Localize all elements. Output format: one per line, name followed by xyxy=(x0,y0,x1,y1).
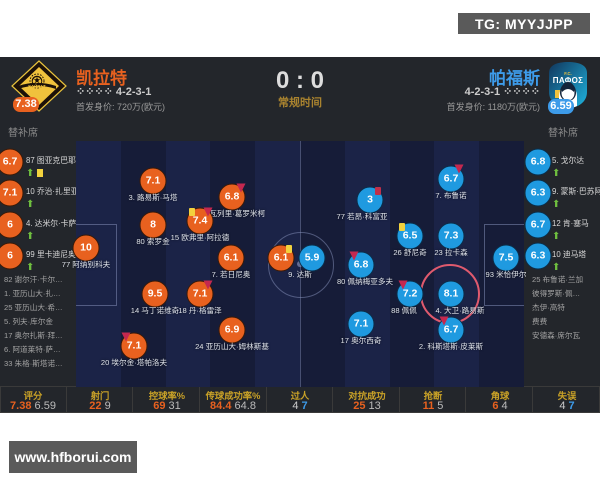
svg-text:КАЙРАТ: КАЙРАТ xyxy=(28,84,46,89)
